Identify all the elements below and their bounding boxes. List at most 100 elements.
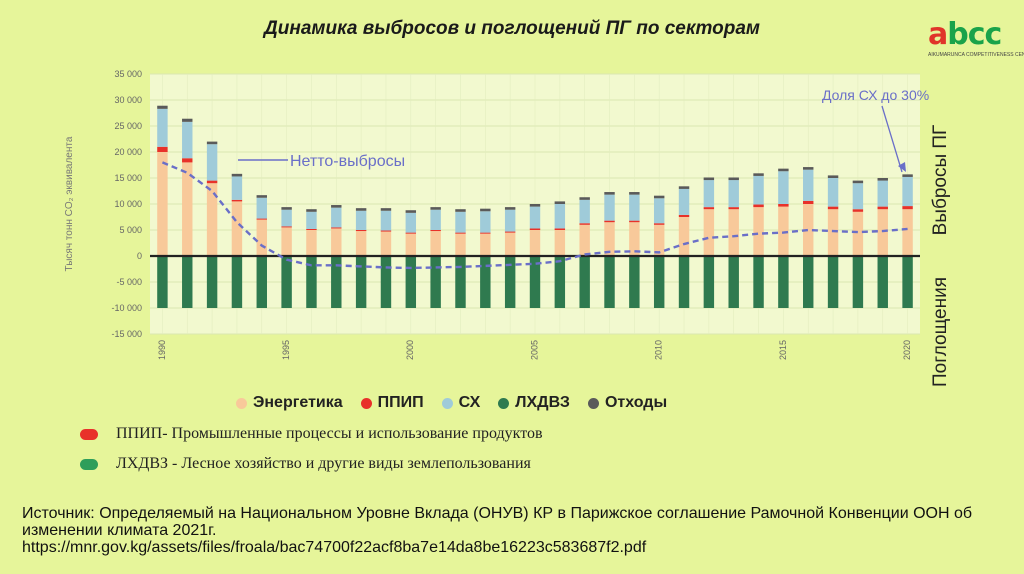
bar-segment	[256, 256, 267, 308]
bar-segment	[653, 195, 665, 199]
bar-segment	[182, 121, 193, 159]
bar-segment	[504, 232, 516, 256]
bar-segment	[256, 197, 267, 219]
x-tick-label: 2015	[778, 340, 788, 360]
y-tick-label: -15 000	[111, 329, 142, 339]
bar-segment	[306, 211, 317, 229]
bar-segment	[579, 199, 590, 224]
bar-segment	[852, 256, 864, 308]
bar-segment	[455, 233, 466, 256]
bar-segment	[231, 173, 243, 177]
y-tick-label: 25 000	[114, 121, 142, 131]
bar-segment	[678, 217, 690, 256]
bar-segment	[653, 223, 665, 225]
bar-segment	[480, 208, 491, 212]
bar-segment	[405, 212, 417, 233]
bar-segment	[827, 178, 839, 207]
bar-segment	[157, 146, 168, 152]
bar-segment	[231, 256, 243, 308]
share-arrow-head	[898, 162, 906, 172]
y-tick-label: -5 000	[116, 277, 142, 287]
y-tick-label: 15 000	[114, 173, 142, 183]
bar-segment	[504, 209, 516, 232]
bar-segment	[480, 232, 491, 234]
bar-segment	[902, 206, 913, 210]
bar-segment	[554, 228, 566, 230]
bar-segment	[256, 219, 267, 256]
note-lhdvz: ЛХДВЗ - Лесное хозяйство и другие виды з…	[80, 455, 531, 473]
logo-text: abcc	[928, 17, 1002, 52]
bar-segment	[355, 210, 367, 230]
bar-segment	[604, 220, 615, 223]
bar-segment	[653, 198, 665, 224]
x-tick-label: 1995	[281, 340, 291, 360]
bar-segment	[803, 167, 814, 170]
chart-legend: Энергетика ППИП СХ ЛХДВЗ Отходы	[236, 394, 667, 412]
y-tick-label: 30 000	[114, 95, 142, 105]
bar-segment	[579, 256, 590, 308]
bar-segment	[480, 211, 491, 233]
bar-segment	[678, 188, 690, 215]
bar-segment	[703, 207, 715, 210]
bar-segment	[902, 176, 913, 207]
bar-segment	[281, 209, 292, 227]
bar-segment	[728, 180, 739, 208]
bar-segment	[803, 169, 814, 201]
bar-segment	[778, 204, 789, 207]
bar-segment	[331, 205, 342, 208]
bar-segment	[753, 173, 764, 176]
bar-segment	[157, 152, 168, 256]
bar-segment	[430, 256, 441, 308]
legend-label: Энергетика	[253, 394, 343, 411]
bar-segment	[157, 108, 168, 147]
y-tick-label: 5 000	[119, 225, 142, 235]
bar-segment	[554, 204, 566, 229]
bar-segment	[778, 256, 789, 308]
bar-segment	[306, 230, 317, 256]
bar-segment	[455, 211, 466, 233]
legend-label: СХ	[458, 394, 481, 411]
bar-segment	[728, 177, 739, 181]
bar-segment	[877, 209, 888, 256]
bar-segment	[380, 231, 392, 256]
bar-segment	[529, 228, 541, 230]
bar-segment	[380, 230, 392, 232]
bar-segment	[579, 223, 590, 225]
bar-segment	[455, 209, 466, 212]
bar-segment	[281, 256, 292, 308]
bar-segment	[331, 256, 342, 308]
bar-segment	[629, 222, 640, 256]
source-line-2: https://mnr.gov.kg/assets/files/froala/b…	[22, 539, 647, 556]
bar-segment	[753, 207, 764, 256]
bar-segment	[206, 183, 218, 256]
bar-segment	[753, 256, 764, 308]
bar-segment	[529, 204, 541, 207]
bar-segment	[703, 256, 715, 308]
legend-item: ЛХДВЗ	[498, 394, 570, 412]
bar-segment	[405, 233, 417, 256]
bar-segment	[778, 171, 789, 204]
bar-segment	[380, 210, 392, 231]
bar-segment	[455, 232, 466, 234]
note-ppip-marker	[80, 428, 98, 440]
bar-segment	[504, 231, 516, 233]
bar-segment	[902, 209, 913, 256]
bar-segment	[728, 209, 739, 256]
bar-segment	[827, 209, 839, 256]
bar-segment	[852, 209, 864, 212]
legend-item: ППИП	[360, 394, 424, 412]
bar-segment	[629, 192, 640, 195]
bar-segment	[803, 200, 814, 204]
bar-segment	[579, 224, 590, 256]
bar-segment	[554, 230, 566, 256]
bar-segment	[281, 227, 292, 256]
bar-segment	[827, 175, 839, 178]
bar-segment	[803, 256, 814, 308]
bar-segment	[753, 175, 764, 205]
x-tick-label: 1990	[157, 340, 167, 360]
bar-segment	[430, 230, 441, 232]
bar-segment	[678, 214, 690, 217]
bar-segment	[306, 256, 317, 308]
share-label: Доля СХ до 30%	[822, 87, 929, 103]
bar-segment	[182, 256, 193, 308]
